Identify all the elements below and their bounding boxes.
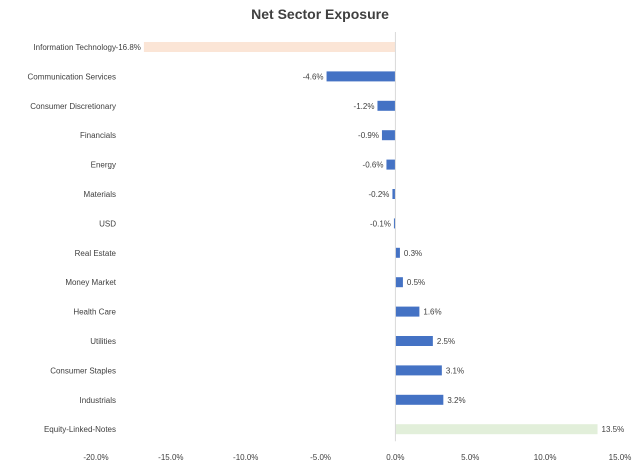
x-tick-label-1: -15.0% bbox=[158, 453, 183, 462]
data-label-10: 2.5% bbox=[437, 337, 455, 346]
bar-8 bbox=[395, 277, 403, 288]
data-label-12: 3.2% bbox=[447, 396, 465, 405]
bar-4 bbox=[386, 159, 396, 170]
data-label-1: -4.6% bbox=[303, 72, 324, 81]
category-label-10: Utilities bbox=[90, 337, 116, 346]
category-label-0: Information Technology bbox=[33, 43, 116, 52]
category-label-1: Communication Services bbox=[28, 72, 116, 81]
bar-12 bbox=[395, 394, 444, 405]
bar-9 bbox=[395, 306, 420, 317]
data-label-13: 13.5% bbox=[602, 425, 625, 434]
data-label-7: 0.3% bbox=[404, 249, 422, 258]
bar-0 bbox=[143, 42, 396, 52]
category-label-3: Financials bbox=[80, 131, 116, 140]
bar-2 bbox=[377, 100, 396, 111]
category-label-4: Energy bbox=[91, 161, 116, 170]
category-label-9: Health Care bbox=[73, 308, 116, 317]
data-label-0: -16.8% bbox=[116, 43, 141, 52]
category-label-5: Materials bbox=[84, 190, 116, 199]
bar-1 bbox=[326, 71, 396, 82]
bar-5 bbox=[392, 189, 396, 199]
bar-6 bbox=[393, 218, 396, 229]
bar-11 bbox=[395, 365, 442, 376]
data-labels: -16.8% -4.6% -1.2% -0.9% -0.6% -0.2% -0.1% 0.3%… bbox=[116, 43, 625, 434]
data-label-4: -0.6% bbox=[363, 161, 384, 170]
category-label-6: USD bbox=[99, 219, 116, 228]
bars-group bbox=[143, 42, 598, 435]
x-tick-label-0: -20.0% bbox=[83, 453, 108, 462]
data-label-2: -1.2% bbox=[354, 102, 375, 111]
x-tick-label-4: 0.0% bbox=[386, 453, 404, 462]
x-tick-label-7: 15.0% bbox=[609, 453, 632, 462]
bar-7 bbox=[395, 247, 400, 258]
category-label-12: Industrials bbox=[80, 396, 116, 405]
category-label-13: Equity-Linked-Notes bbox=[44, 425, 116, 434]
bar-13 bbox=[395, 424, 598, 435]
data-label-5: -0.2% bbox=[369, 190, 390, 199]
x-tick-label-5: 5.0% bbox=[461, 453, 479, 462]
category-label-2: Consumer Discretionary bbox=[30, 102, 116, 111]
x-axis-tick-labels: -20.0% -15.0% -10.0% -5.0% 0.0% 5.0% 10.0% 15.0… bbox=[83, 453, 631, 462]
category-label-7: Real Estate bbox=[75, 249, 117, 258]
data-label-9: 1.6% bbox=[423, 308, 441, 317]
chart-title: Net Sector Exposure bbox=[251, 6, 389, 22]
data-label-11: 3.1% bbox=[446, 366, 464, 375]
bar-10 bbox=[395, 336, 433, 346]
data-label-8: 0.5% bbox=[407, 278, 425, 287]
category-label-11: Consumer Staples bbox=[50, 366, 116, 375]
data-label-6: -0.1% bbox=[370, 219, 391, 228]
category-label-8: Money Market bbox=[65, 278, 116, 287]
bar-3 bbox=[381, 130, 396, 141]
category-labels: Information Technology Communication Serv… bbox=[28, 43, 117, 434]
x-tick-label-6: 10.0% bbox=[534, 453, 557, 462]
data-label-3: -0.9% bbox=[358, 131, 379, 140]
x-tick-label-3: -5.0% bbox=[310, 453, 331, 462]
x-tick-label-2: -10.0% bbox=[233, 453, 258, 462]
